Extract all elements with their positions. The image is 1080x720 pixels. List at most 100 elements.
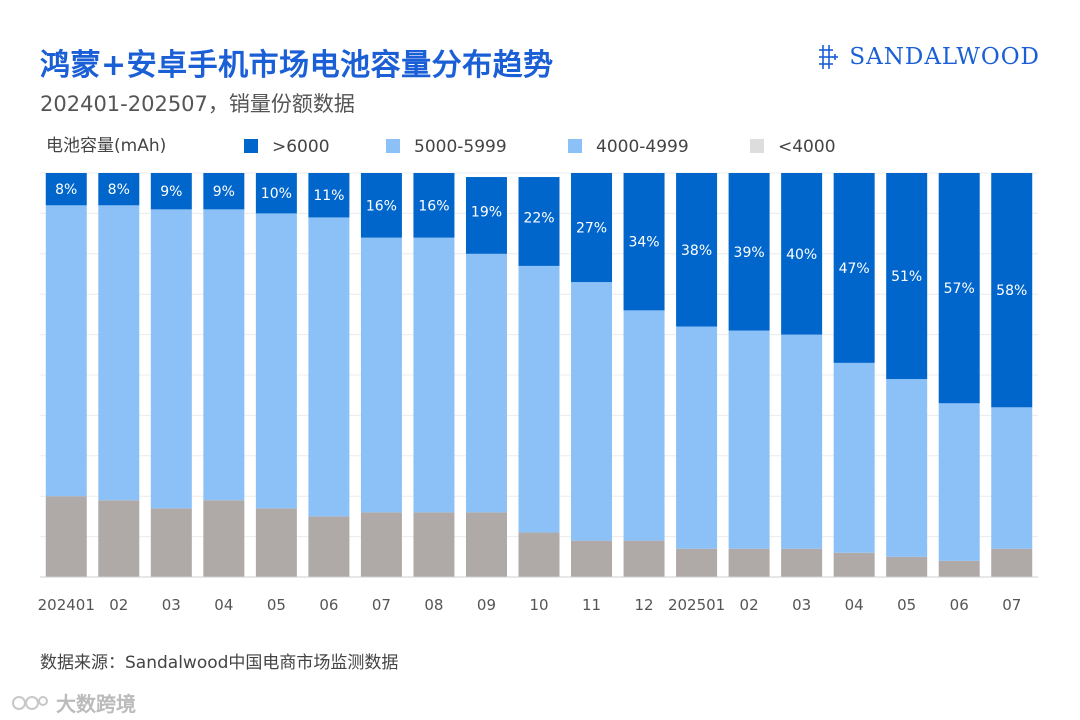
bar-segment — [45, 173, 87, 206]
bar-segment — [938, 173, 980, 404]
bar-segment — [203, 500, 245, 577]
bar-segment — [781, 548, 823, 577]
bar-segment — [98, 205, 140, 501]
x-tick-label: 09 — [477, 596, 496, 614]
data-label: 10% — [261, 186, 292, 202]
bar-segment — [465, 512, 507, 577]
legend-label: 5000-5999 — [414, 137, 507, 157]
bar-segment — [45, 205, 87, 497]
x-tick-label: 202501 — [668, 596, 725, 614]
data-label: 34% — [628, 235, 659, 251]
bar-segment — [360, 237, 402, 513]
x-tick-label: 06 — [319, 596, 338, 614]
bar-segment — [728, 548, 770, 577]
bar-segment — [938, 560, 980, 577]
bar-segment — [833, 173, 875, 363]
bar-segment — [728, 330, 770, 549]
bar-segment — [886, 379, 928, 557]
bar-segment — [308, 217, 350, 517]
bar-segment — [518, 265, 560, 533]
brand-logo: SANDALWOOD — [817, 42, 1040, 72]
bar-segment — [571, 173, 613, 283]
legend-label: 4000-4999 — [596, 137, 689, 157]
bar-segment — [413, 173, 455, 238]
bar-segment — [623, 540, 665, 577]
data-label: 58% — [996, 283, 1027, 299]
data-label: 9% — [160, 184, 182, 200]
bar-segment — [150, 508, 192, 577]
legend-title: 电池容量(mAh) — [46, 136, 166, 156]
bar-segment — [98, 500, 140, 577]
bar-segment — [518, 532, 560, 577]
data-label: 51% — [891, 269, 922, 285]
x-tick-label: 05 — [267, 596, 286, 614]
legend-swatch — [386, 139, 400, 153]
x-tick-label: 08 — [424, 596, 443, 614]
x-tick-label: 12 — [635, 596, 654, 614]
bar-segment — [413, 237, 455, 513]
bar-segment — [781, 173, 823, 335]
bar-segment — [255, 508, 297, 577]
bar-segment — [465, 177, 507, 254]
data-label: 16% — [418, 198, 449, 214]
x-tick-label: 04 — [845, 596, 864, 614]
bar-segment — [676, 173, 718, 327]
legend-swatch — [244, 139, 258, 153]
x-tick-label: 11 — [582, 596, 601, 614]
data-source-note: 数据来源：Sandalwood中国电商市场监测数据 — [40, 653, 399, 673]
bar-segment — [623, 310, 665, 541]
bar-segment — [991, 173, 1033, 408]
bar-segment — [98, 173, 140, 206]
legend-label: >6000 — [272, 137, 330, 157]
watermark: 大数跨境 — [10, 688, 136, 717]
data-label: 22% — [523, 210, 554, 226]
bar-segment — [150, 173, 192, 210]
bar-segment — [991, 548, 1033, 577]
watermark-text: 大数跨境 — [56, 692, 136, 716]
bar-segment — [571, 282, 613, 541]
bar-segment — [833, 552, 875, 577]
bar-segment — [255, 213, 297, 509]
bar-segment — [833, 362, 875, 553]
bar-segment — [413, 512, 455, 577]
bar-segment — [728, 173, 770, 331]
data-label: 38% — [681, 243, 712, 259]
bar-segment — [518, 177, 560, 266]
bar-segment — [150, 209, 192, 509]
data-label: 39% — [734, 245, 765, 261]
bar-segment — [203, 209, 245, 501]
data-label: 57% — [944, 281, 975, 297]
legend-label: <4000 — [778, 137, 836, 157]
bar-segment — [991, 407, 1033, 549]
bar-segment — [781, 334, 823, 549]
data-label: 40% — [786, 247, 817, 263]
legend-swatch — [750, 139, 764, 153]
bar-segment — [886, 173, 928, 380]
x-tick-label: 04 — [214, 596, 233, 614]
x-tick-label: 06 — [950, 596, 969, 614]
bar-segment — [308, 173, 350, 218]
bar-segment — [676, 548, 718, 577]
brand-name: SANDALWOOD — [849, 44, 1040, 70]
x-tick-label: 202401 — [38, 596, 95, 614]
data-label: 11% — [313, 188, 344, 204]
data-label: 16% — [366, 198, 397, 214]
x-tick-label: 07 — [372, 596, 391, 614]
bar-segment — [623, 173, 665, 311]
watermark-logo-icon — [12, 695, 48, 710]
bar-segment — [465, 253, 507, 513]
x-tick-label: 05 — [897, 596, 916, 614]
sandalwood-mark-icon — [819, 45, 839, 69]
stacked-bar-chart: 电池容量(mAh) >6000 5000-5999 4000-4999 <4000 8% 2… — [38, 136, 1038, 614]
x-tick-label: 03 — [792, 596, 811, 614]
data-label: 8% — [108, 182, 130, 198]
bar-segment — [571, 540, 613, 577]
x-tick-label: 10 — [529, 596, 548, 614]
data-label: 8% — [55, 182, 77, 198]
x-tick-label: 03 — [162, 596, 181, 614]
bar-segment — [676, 326, 718, 549]
x-tick-label: 07 — [1002, 596, 1021, 614]
bar-segment — [938, 403, 980, 561]
bar-segment — [45, 496, 87, 577]
